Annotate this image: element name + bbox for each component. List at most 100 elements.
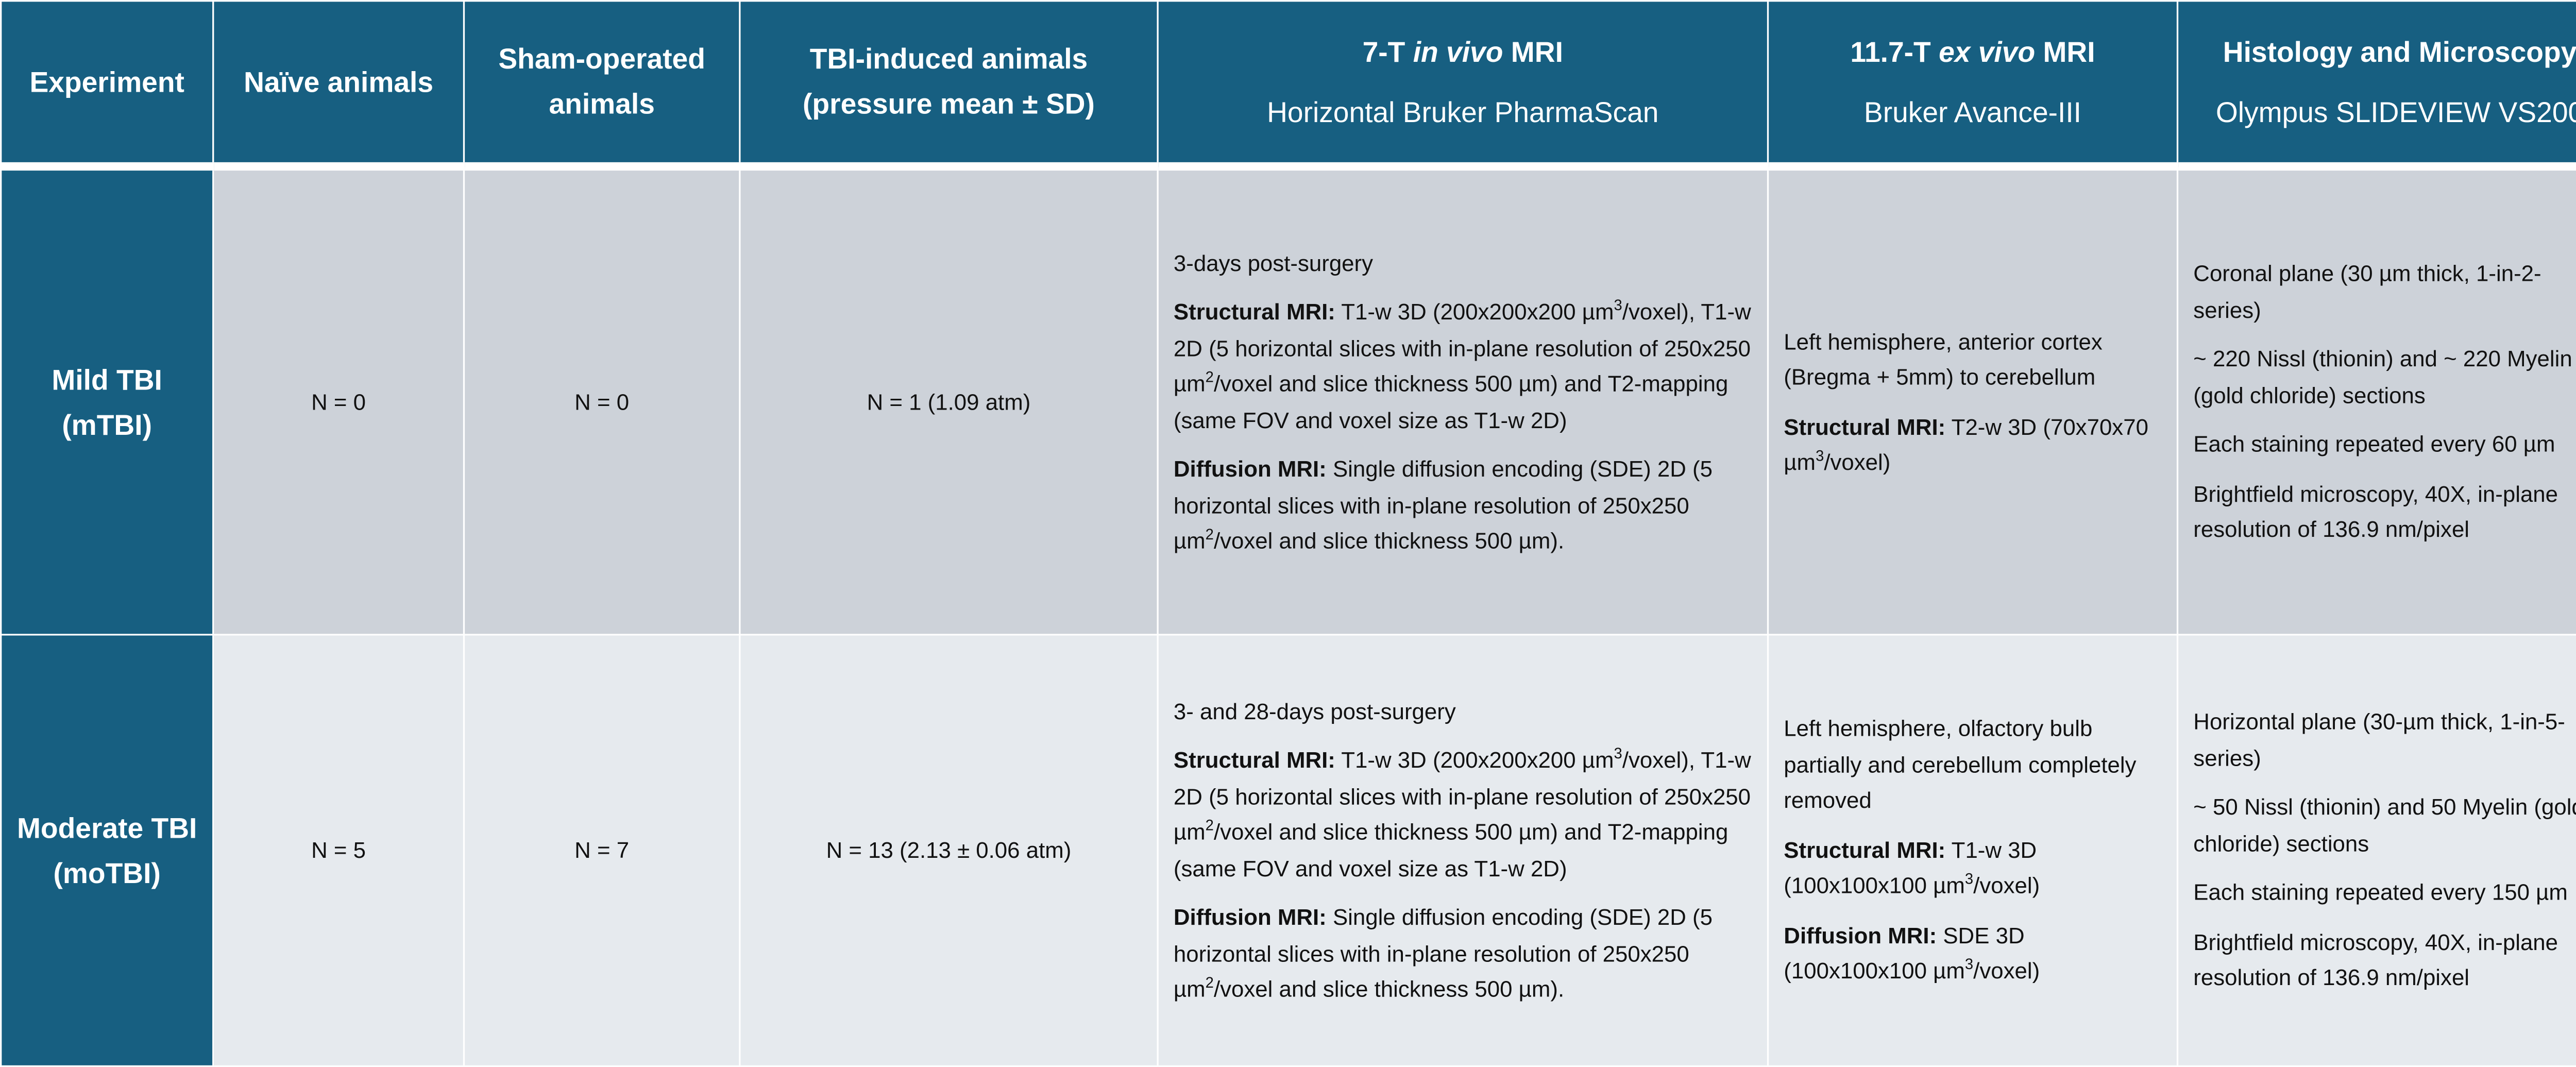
paragraph: Left hemisphere, olfactory bulb partiall… xyxy=(1784,712,2161,819)
paragraph: Brightfield microscopy, 40X, in-plane re… xyxy=(2193,924,2576,996)
text: 3- and 28-days post-surgery xyxy=(1173,698,1456,724)
text: Brightfield microscopy, 40X, in-plane re… xyxy=(2193,929,2558,991)
paragraph: Each staining repeated every 150 µm xyxy=(2193,875,2576,911)
text: Naïve animals xyxy=(244,66,434,98)
superscript: 3 xyxy=(1816,447,1824,464)
text: Single diffusion encoding (SDE) 2D (5 ho… xyxy=(1173,905,1713,1002)
text: /voxel and slice thickness 500 µm). xyxy=(1213,976,1565,1002)
text: /voxel and slice thickness 500 µm) and T… xyxy=(1173,371,1728,433)
text: Each staining repeated every 150 µm xyxy=(2193,880,2568,906)
bold-label: Diffusion MRI: xyxy=(1784,923,1937,948)
superscript: 3 xyxy=(1964,871,1974,888)
paragraph: Coronal plane (30 µm thick, 1-in-2-serie… xyxy=(2193,257,2576,329)
detail-cell: 3- and 28-days post-surgery Structural MR… xyxy=(1157,634,1769,1067)
count-cell: N = 5 xyxy=(212,634,465,1067)
bold-label: Diffusion MRI: xyxy=(1173,905,1327,930)
header-title: 11.7-T ex vivo MRI xyxy=(1850,36,2095,68)
text: T1-w 3D (100x100x100 µm xyxy=(1784,837,2037,899)
detail-cell: Horizontal plane (30-µm thick, 1-in-5-se… xyxy=(2176,634,2576,1067)
count-cell: N = 1 (1.09 atm) xyxy=(739,165,1159,636)
paragraph: ~ 50 Nissl (thionin) and 50 Myelin (gold… xyxy=(2193,790,2576,862)
header-subtitle: Horizontal Bruker PharmaScan xyxy=(1267,96,1659,128)
header-title: Naïve animals xyxy=(244,66,433,98)
superscript: 2 xyxy=(1205,817,1214,834)
text: /voxel), T1-w 2D (5 horizontal slices wi… xyxy=(1173,299,1751,397)
header-cell: Sham-operated animals xyxy=(463,0,741,171)
bold-label: Structural MRI: xyxy=(1173,748,1335,773)
text: Experiment xyxy=(29,66,184,98)
text: T1-w 3D (200x200x200 µm xyxy=(1335,299,1614,325)
text: Brightfield microscopy, 40X, in-plane re… xyxy=(2193,481,2558,543)
header-cell: Histology and Microscopy Olympus SLIDEVIE… xyxy=(2176,0,2576,171)
text: /voxel), T1-w 2D (5 horizontal slices wi… xyxy=(1173,748,1751,845)
italic-text: ex vivo xyxy=(1939,36,2036,68)
count-cell: N = 0 xyxy=(463,165,741,636)
paragraph: Brightfield microscopy, 40X, in-plane re… xyxy=(2193,476,2576,548)
text: Left hemisphere, olfactory bulb partiall… xyxy=(1784,716,2137,814)
text: Histology and Microscopy xyxy=(2223,36,2576,68)
text: 7-T xyxy=(1362,36,1413,68)
paragraph: Diffusion MRI: Single diffusion encoding… xyxy=(1174,900,1752,1008)
paragraph: Structural MRI: T1-w 3D (100x100x100 µm3… xyxy=(1784,833,2161,905)
text: MRI xyxy=(1503,36,1563,68)
header-title: Histology and Microscopy xyxy=(2223,36,2576,68)
header-title: Sham-operated animals xyxy=(498,43,705,120)
header-row: Experiment Naïve animals Sham-operated ani… xyxy=(0,0,2576,171)
text: T1-w 3D (200x200x200 µm xyxy=(1335,748,1614,773)
header-cell: 7-T in vivo MRI Horizontal Bruker PharmaS… xyxy=(1157,0,1769,171)
text: TBI-induced animals (pressure mean ± SD) xyxy=(803,43,1095,121)
text: Each staining repeated every 60 µm xyxy=(2193,432,2555,458)
paragraph: Structural MRI: T1-w 3D (200x200x200 µm3… xyxy=(1174,294,1752,438)
superscript: 2 xyxy=(1205,974,1214,991)
italic-text: in vivo xyxy=(1413,36,1503,68)
text: /voxel) xyxy=(1824,450,1891,475)
text: Coronal plane (30 µm thick, 1-in-2-serie… xyxy=(2193,261,2541,323)
header-title: TBI-induced animals (pressure mean ± SD) xyxy=(803,43,1095,120)
experiment-cell: Moderate TBI (moTBI) xyxy=(0,634,214,1067)
bold-label: Structural MRI: xyxy=(1784,414,1946,439)
text: MRI xyxy=(2035,36,2095,68)
paragraph: Diffusion MRI: SDE 3D (100x100x100 µm3/v… xyxy=(1784,918,2161,990)
header-cell: TBI-induced animals (pressure mean ± SD) xyxy=(739,0,1159,171)
bold-label: Diffusion MRI: xyxy=(1173,456,1327,482)
text: Sham-operated animals xyxy=(498,43,705,121)
count-cell: N = 0 xyxy=(212,165,465,636)
text: Left hemisphere, anterior cortex (Bregma… xyxy=(1784,328,2103,390)
superscript: 2 xyxy=(1205,368,1214,386)
count-cell: N = 7 xyxy=(463,634,741,1067)
paragraph: Left hemisphere, anterior cortex (Bregma… xyxy=(1784,324,2161,396)
detail-cell: Left hemisphere, olfactory bulb partiall… xyxy=(1767,634,2179,1067)
superscript: 3 xyxy=(1614,297,1622,314)
header-subtitle: Olympus SLIDEVIEW VS200 xyxy=(2215,96,2576,128)
text: SDE 3D (100x100x100 µm xyxy=(1784,923,2025,984)
paragraph: 3-days post-surgery xyxy=(1174,245,1752,281)
header-subtitle: Bruker Avance-III xyxy=(1863,96,2082,128)
paragraph: Horizontal plane (30-µm thick, 1-in-5-se… xyxy=(2193,705,2576,777)
count-cell: N = 13 (2.13 ± 0.06 atm) xyxy=(739,634,1159,1067)
experiment-cell: Mild TBI (mTBI) xyxy=(0,165,214,636)
paragraph: Structural MRI: T1-w 3D (200x200x200 µm3… xyxy=(1174,742,1752,886)
paragraph: ~ 220 Nissl (thionin) and ~ 220 Myelin (… xyxy=(2193,342,2576,414)
text: /voxel and slice thickness 500 µm). xyxy=(1213,528,1565,554)
detail-cell: 3-days post-surgery Structural MRI: T1-w … xyxy=(1157,165,1769,636)
text: T2-w 3D (70x70x70 µm xyxy=(1784,414,2148,475)
superscript: 3 xyxy=(1964,956,1974,973)
header-cell: 11.7-T ex vivo MRI Bruker Avance-III xyxy=(1767,0,2179,171)
bold-label: Structural MRI: xyxy=(1784,837,1946,863)
header-cell: Naïve animals xyxy=(212,0,465,171)
text: /voxel and slice thickness 500 µm) and T… xyxy=(1173,819,1728,881)
text: 11.7-T xyxy=(1850,36,1939,68)
text: ~ 220 Nissl (thionin) and ~ 220 Myelin (… xyxy=(2193,346,2572,408)
text: ~ 50 Nissl (thionin) and 50 Myelin (gold… xyxy=(2193,794,2576,856)
text: Single diffusion encoding (SDE) 2D (5 ho… xyxy=(1173,456,1713,554)
paragraph: 3- and 28-days post-surgery xyxy=(1174,693,1752,730)
text: Horizontal plane (30-µm thick, 1-in-5-se… xyxy=(2193,709,2565,771)
header-title: Experiment xyxy=(29,66,184,98)
header-title: 7-T in vivo MRI xyxy=(1363,36,1563,68)
